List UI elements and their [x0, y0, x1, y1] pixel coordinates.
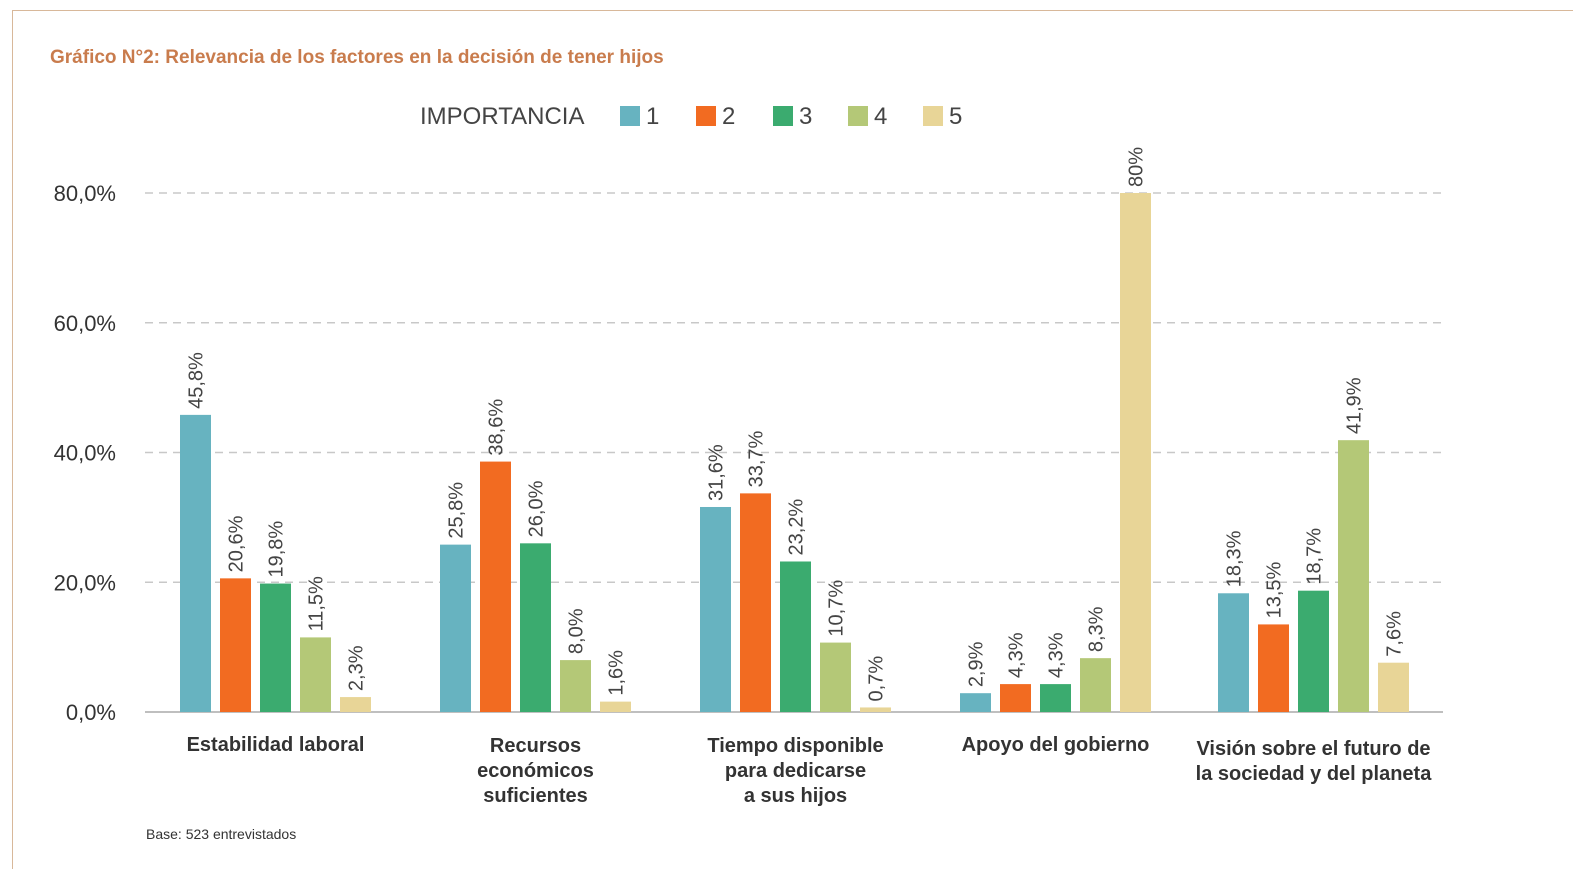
legend-label: 2 [722, 103, 735, 130]
data-label: 33,7% [746, 430, 768, 487]
x-category-label: económicos [477, 760, 594, 782]
x-category-label: a sus hijos [744, 785, 847, 807]
y-tick-label: 0,0% [66, 700, 116, 725]
data-label: 25,8% [446, 482, 468, 539]
bar [180, 414, 211, 712]
data-label: 4,3% [1046, 632, 1068, 678]
bar [780, 561, 811, 712]
x-category-label: la sociedad y del planeta [1196, 763, 1433, 785]
data-label: 2,3% [346, 645, 368, 691]
legend-label: 3 [799, 103, 812, 130]
data-label: 10,7% [826, 580, 848, 637]
x-category-label: Recursos [490, 735, 581, 757]
bar [300, 637, 331, 712]
data-label: 18,7% [1304, 528, 1326, 585]
data-label: 1,6% [606, 650, 628, 696]
bar [700, 506, 731, 712]
bar [440, 544, 471, 712]
bar [340, 697, 371, 712]
data-label: 2,9% [966, 641, 988, 687]
legend-label: 1 [646, 103, 659, 130]
data-label: 8,0% [566, 608, 588, 654]
y-tick-label: 80,0% [54, 181, 116, 206]
x-category-label: Tiempo disponible [707, 735, 883, 757]
bar [560, 660, 591, 712]
legend-swatch [696, 106, 716, 126]
chart-title: Gráfico N°2: Relevancia de los factores … [50, 47, 664, 68]
data-label: 31,6% [706, 444, 728, 501]
data-label: 41,9% [1344, 377, 1366, 434]
bar [1080, 658, 1111, 712]
data-label: 4,3% [1006, 632, 1028, 678]
bar [260, 583, 291, 712]
bar [220, 578, 251, 712]
bar [1120, 193, 1151, 712]
y-tick-label: 60,0% [54, 311, 116, 336]
bar [1258, 624, 1289, 712]
bar [1000, 684, 1031, 712]
bar [740, 493, 771, 712]
data-label: 19,8% [266, 521, 288, 578]
data-label: 26,0% [526, 480, 548, 537]
data-label: 45,8% [186, 352, 208, 409]
legend-swatch [923, 106, 943, 126]
data-label: 8,3% [1086, 606, 1108, 652]
legend-swatch [848, 106, 868, 126]
data-label: 23,2% [786, 499, 808, 556]
bar [520, 543, 551, 712]
legend-label: 4 [874, 103, 887, 130]
bar [1298, 590, 1329, 712]
x-category-label: suficientes [483, 785, 587, 807]
data-label: 7,6% [1384, 611, 1406, 657]
x-category-label: Estabilidad laboral [187, 734, 365, 756]
bar [820, 642, 851, 712]
y-tick-label: 40,0% [54, 441, 116, 466]
y-tick-label: 20,0% [54, 570, 116, 595]
bar [1218, 593, 1249, 712]
x-category-label: Apoyo del gobierno [962, 734, 1150, 756]
bar [960, 693, 991, 712]
data-label: 11,5% [306, 576, 328, 631]
chart-footnote: Base: 523 entrevistados [146, 826, 297, 842]
data-label: 20,6% [226, 515, 248, 572]
bar [600, 701, 631, 712]
bar [860, 707, 891, 712]
x-category-label: para dedicarse [725, 760, 866, 782]
data-label: 38,6% [486, 399, 508, 456]
legend-label: 5 [949, 103, 962, 130]
bar [1338, 440, 1369, 712]
legend-swatch [620, 106, 640, 126]
legend-title: IMPORTANCIA [420, 103, 584, 130]
data-label: 0,7% [866, 656, 888, 702]
x-category-label: Visión sobre el futuro de [1196, 738, 1430, 760]
data-label: 80% [1126, 147, 1148, 187]
data-label: 13,5% [1264, 561, 1286, 618]
bar [1378, 662, 1409, 712]
bar [480, 461, 511, 712]
bar [1040, 684, 1071, 712]
chart-frame [12, 10, 1573, 869]
data-label: 18,3% [1224, 530, 1246, 587]
legend-swatch [773, 106, 793, 126]
